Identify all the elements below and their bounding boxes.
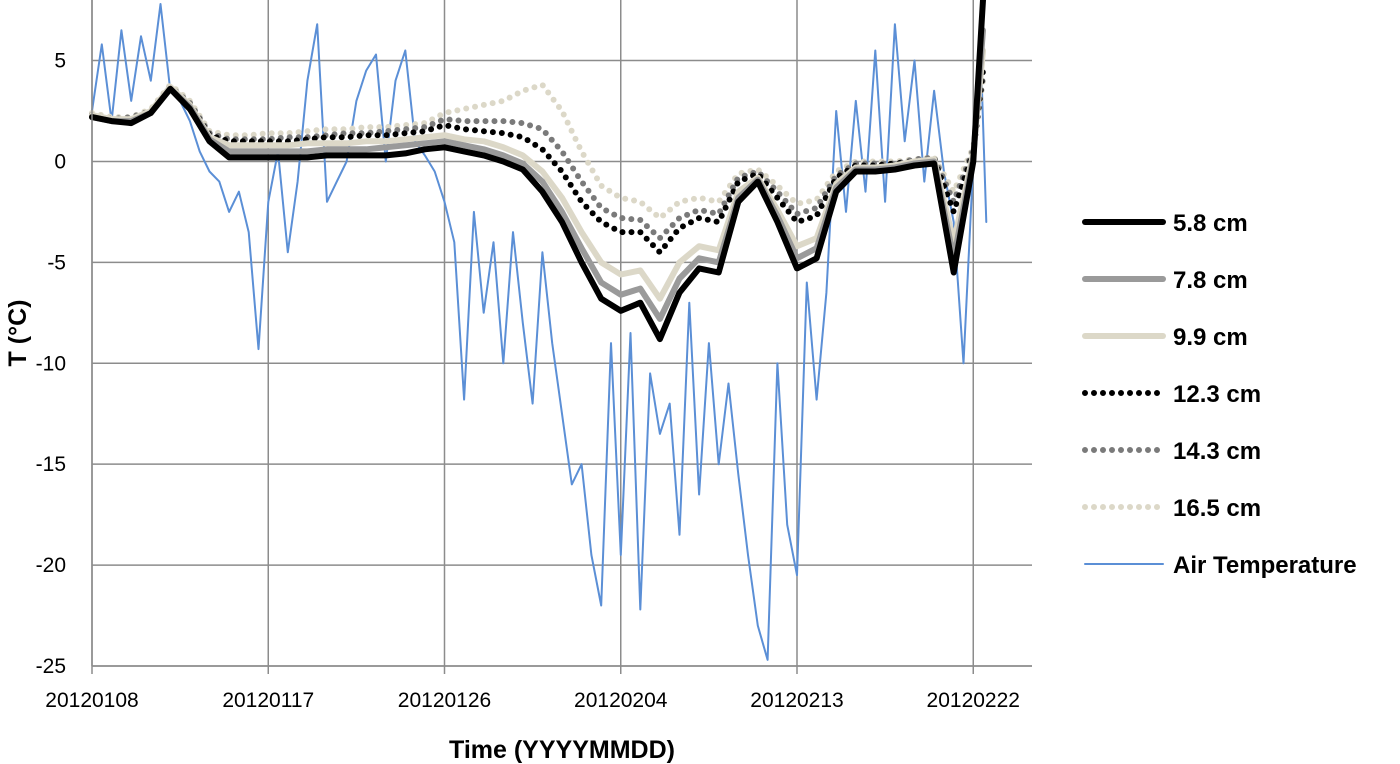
y-tick-label: -10 [36, 352, 66, 375]
series-line-16-5-cm [89, 77, 986, 221]
legend-label: 12.3 cm [1173, 381, 1261, 408]
legend-label: 14.3 cm [1173, 438, 1261, 465]
legend: 5.8 cm 7.8 cm 9.9 cm 12.3 cm 14.3 cm 16.5 cm A… [1082, 210, 1357, 579]
plot-area [89, 0, 988, 661]
legend-label: 9.9 cm [1173, 324, 1248, 351]
legend-label: 7.8 cm [1173, 267, 1248, 294]
y-tick-label: -15 [36, 453, 66, 476]
series-line-12-3-cm [89, 67, 986, 256]
y-tick-label: 0 [54, 150, 66, 173]
y-tick-label: -25 [36, 655, 66, 678]
series-line-5-8-cm [89, 0, 986, 343]
x-tick-label: 20120117 [222, 689, 314, 712]
x-tick-label: 20120213 [750, 689, 843, 712]
x-tick-label: 20120108 [45, 689, 138, 712]
x-axis-title: Time (YYYYMMDD) [449, 736, 675, 764]
series-line-air-temperature [91, 3, 988, 661]
legend-label: Air Temperature [1173, 552, 1357, 579]
x-tick-label: 20120222 [927, 689, 1020, 712]
x-tick-label: 20120126 [398, 689, 491, 712]
y-axis-title: T (°C) [4, 300, 32, 367]
x-tick-label: 20120204 [574, 689, 668, 712]
y-tick-label: -20 [36, 554, 66, 577]
axes: 5 0 -5 -10 -15 -20 -25 20120108 20120117 20120126… [36, 0, 1032, 712]
y-tick-label: 5 [54, 50, 66, 73]
y-tick-label: -5 [47, 251, 66, 274]
grid [91, 0, 1032, 667]
legend-label: 5.8 cm [1173, 210, 1248, 237]
legend-label: 16.5 cm [1173, 495, 1261, 522]
